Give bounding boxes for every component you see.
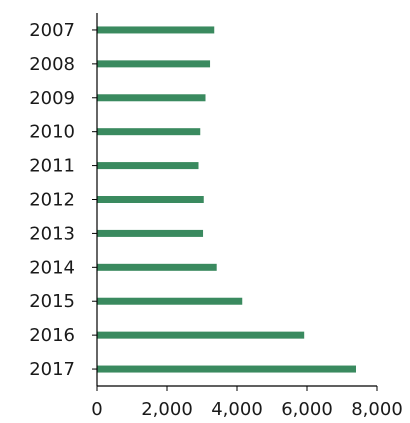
y-tick-label-2007: 2007	[29, 20, 75, 41]
bar-2014	[97, 263, 217, 271]
y-tick-label-2015: 2015	[29, 291, 75, 312]
x-tick-label-0: 0	[91, 399, 102, 420]
bar-2008	[97, 60, 211, 68]
x-tick-label-6000: 6,000	[281, 399, 333, 420]
bar-2016	[97, 331, 305, 339]
y-tick-label-2010: 2010	[29, 122, 75, 143]
y-axis-ticks	[92, 29, 97, 370]
bar-2007	[97, 26, 215, 34]
bar-2013	[97, 229, 204, 237]
x-tick-label-2000: 2,000	[141, 399, 193, 420]
y-tick-label-2014: 2014	[29, 257, 75, 278]
x-tick-label-4000: 4,000	[211, 399, 263, 420]
y-tick-label-2013: 2013	[29, 223, 75, 244]
bar-2011	[97, 162, 199, 170]
y-tick-label-2011: 2011	[29, 156, 75, 177]
bar-2017	[97, 365, 356, 373]
y-axis-labels: 2007 2008 2009 2010 2011 2012 2013 2014 2015 2016…	[29, 20, 75, 380]
bar-2012	[97, 196, 204, 203]
x-tick-label-8000: 8,000	[351, 399, 403, 420]
x-axis-ticks	[96, 386, 378, 391]
y-tick-label-2012: 2012	[29, 190, 75, 211]
y-tick-label-2016: 2016	[29, 325, 75, 346]
y-tick-label-2017: 2017	[29, 359, 75, 380]
y-tick-label-2009: 2009	[29, 88, 75, 109]
bar-2010	[97, 128, 201, 136]
x-axis-labels: 0 2,000 4,000 6,000 8,000	[91, 399, 402, 420]
y-tick-label-2008: 2008	[29, 54, 75, 75]
bar-2009	[97, 94, 206, 102]
bar-2015	[97, 297, 243, 305]
bars-group	[97, 26, 356, 373]
